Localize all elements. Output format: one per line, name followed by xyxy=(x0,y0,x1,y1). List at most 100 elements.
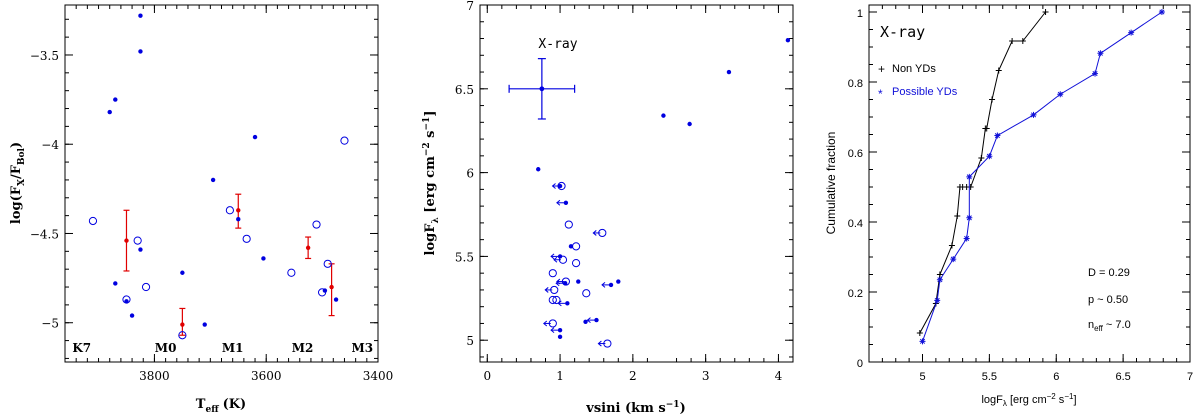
y-tick-label: 0 xyxy=(857,358,863,370)
plus-marker xyxy=(1019,38,1026,45)
star-marker xyxy=(986,153,993,160)
arrow-head xyxy=(557,300,562,307)
spectral-type-label: M1 xyxy=(222,341,244,355)
ks-statistics: D = 0.29 p ~ 0.50 neff ~ 7.0 xyxy=(1088,267,1131,333)
x-tick-label: 3400 xyxy=(363,369,394,383)
filled-point xyxy=(138,13,143,18)
error-center-point xyxy=(124,238,129,243)
filled-point xyxy=(113,281,118,286)
star-marker xyxy=(934,297,941,304)
spectral-type-label: M2 xyxy=(292,341,314,355)
filled-point xyxy=(180,270,185,275)
filled-point xyxy=(616,279,621,284)
spectral-type-label: M3 xyxy=(352,341,374,355)
arrow-head xyxy=(555,280,560,287)
arrow-head xyxy=(601,282,606,288)
legend-label-non-yds: Non YDs xyxy=(892,63,936,75)
legend-marker-star: * xyxy=(878,87,883,101)
filled-point xyxy=(261,256,266,261)
error-center-point xyxy=(305,245,311,250)
y-axis-label: log(FX/FBol) xyxy=(9,142,27,224)
filled-points xyxy=(536,37,791,340)
filled-point xyxy=(129,313,135,318)
y-tick-label: 0.6 xyxy=(848,148,863,160)
filled-point xyxy=(565,301,570,306)
filled-point xyxy=(124,299,129,304)
plus-marker xyxy=(936,271,943,278)
filled-point xyxy=(594,317,599,323)
open-point xyxy=(564,220,573,229)
x-tick-label: 4 xyxy=(775,369,783,383)
plot-frame xyxy=(868,4,1191,363)
star-marker xyxy=(936,276,943,283)
y-tick-label: −3.5 xyxy=(30,49,59,63)
filled-points xyxy=(107,13,339,327)
star-marker xyxy=(1097,50,1104,57)
plus-marker xyxy=(995,67,1002,74)
star-marker xyxy=(1158,9,1165,15)
arrow-head xyxy=(597,340,602,347)
y-tick-label: −4 xyxy=(41,138,59,152)
x-tick-label: 6 xyxy=(1053,371,1059,383)
y-tick-label: 0.4 xyxy=(848,218,863,230)
x-tick-labels: 3800 3600 3400 xyxy=(139,369,393,383)
axis-ticks xyxy=(480,4,794,362)
filled-point xyxy=(785,37,791,43)
series-line-non-yds xyxy=(919,11,1046,334)
filled-point xyxy=(557,254,563,259)
star-marker xyxy=(1030,111,1037,118)
plus-marker xyxy=(983,125,990,132)
plus-marker xyxy=(989,96,996,103)
open-point xyxy=(178,331,187,340)
legend-marker-plus: + xyxy=(878,62,885,76)
panel-vsini: 0 1 2 3 4 5 5.5 6 6.5 7 X-ray vsini (km s−1) log… xyxy=(422,0,794,416)
error-center-point xyxy=(236,208,241,213)
arrow-head xyxy=(556,199,561,206)
plot-frame xyxy=(479,4,794,363)
spectral-type-label: K7 xyxy=(72,341,91,355)
upper-limit-arrows xyxy=(543,183,610,347)
x-tick-label: 3600 xyxy=(251,369,282,383)
x-tick-label: 5.5 xyxy=(982,371,997,383)
open-point xyxy=(133,236,142,245)
open-point xyxy=(88,216,98,226)
arrow-head xyxy=(551,183,556,189)
cumulative-series xyxy=(916,9,1165,345)
open-point xyxy=(141,282,151,292)
x-axis-label: Teff (K) xyxy=(196,397,246,415)
y-tick-labels: −5 −4.5 −4 −3.5 xyxy=(30,49,59,331)
star-marker xyxy=(919,338,926,345)
stat-p: p ~ 0.50 xyxy=(1088,294,1128,306)
filled-point xyxy=(252,134,258,140)
filled-point xyxy=(661,113,666,118)
plus-marker xyxy=(954,213,961,220)
filled-point xyxy=(536,167,541,172)
y-tick-label: 1 xyxy=(857,8,863,20)
x-tick-label: 6.5 xyxy=(1115,371,1130,383)
filled-point xyxy=(113,97,118,102)
plus-marker xyxy=(1009,38,1016,45)
arrow-head xyxy=(550,327,555,334)
open-point xyxy=(242,234,251,243)
filled-point xyxy=(563,200,569,205)
y-tick-label: 0.8 xyxy=(848,78,863,90)
arrow-head xyxy=(553,256,558,263)
filled-point xyxy=(557,327,563,333)
error-center-point xyxy=(180,322,185,327)
y-tick-label: 5.5 xyxy=(455,250,474,264)
star-marker xyxy=(1057,91,1064,98)
filled-point xyxy=(583,319,588,324)
legend: + Non YDs * Possible YDs xyxy=(878,62,958,101)
y-axis-label: logFλ [erg cm−2 s−1] xyxy=(422,111,441,256)
star-marker xyxy=(966,214,973,221)
open-points xyxy=(88,136,349,340)
filled-point xyxy=(210,177,216,183)
x-tick-label: 3 xyxy=(702,369,710,383)
y-tick-labels: 0 0.2 0.4 0.6 0.8 1 xyxy=(848,8,863,370)
plus-marker xyxy=(978,154,985,161)
y-tick-label: 5 xyxy=(466,334,474,348)
spectral-type-label: M0 xyxy=(155,341,177,355)
spectral-type-labels: K7 M0 M1 M2 M3 xyxy=(72,341,373,355)
x-axis-label: vsini (km s−1) xyxy=(585,400,685,416)
error-center-point xyxy=(329,284,334,290)
